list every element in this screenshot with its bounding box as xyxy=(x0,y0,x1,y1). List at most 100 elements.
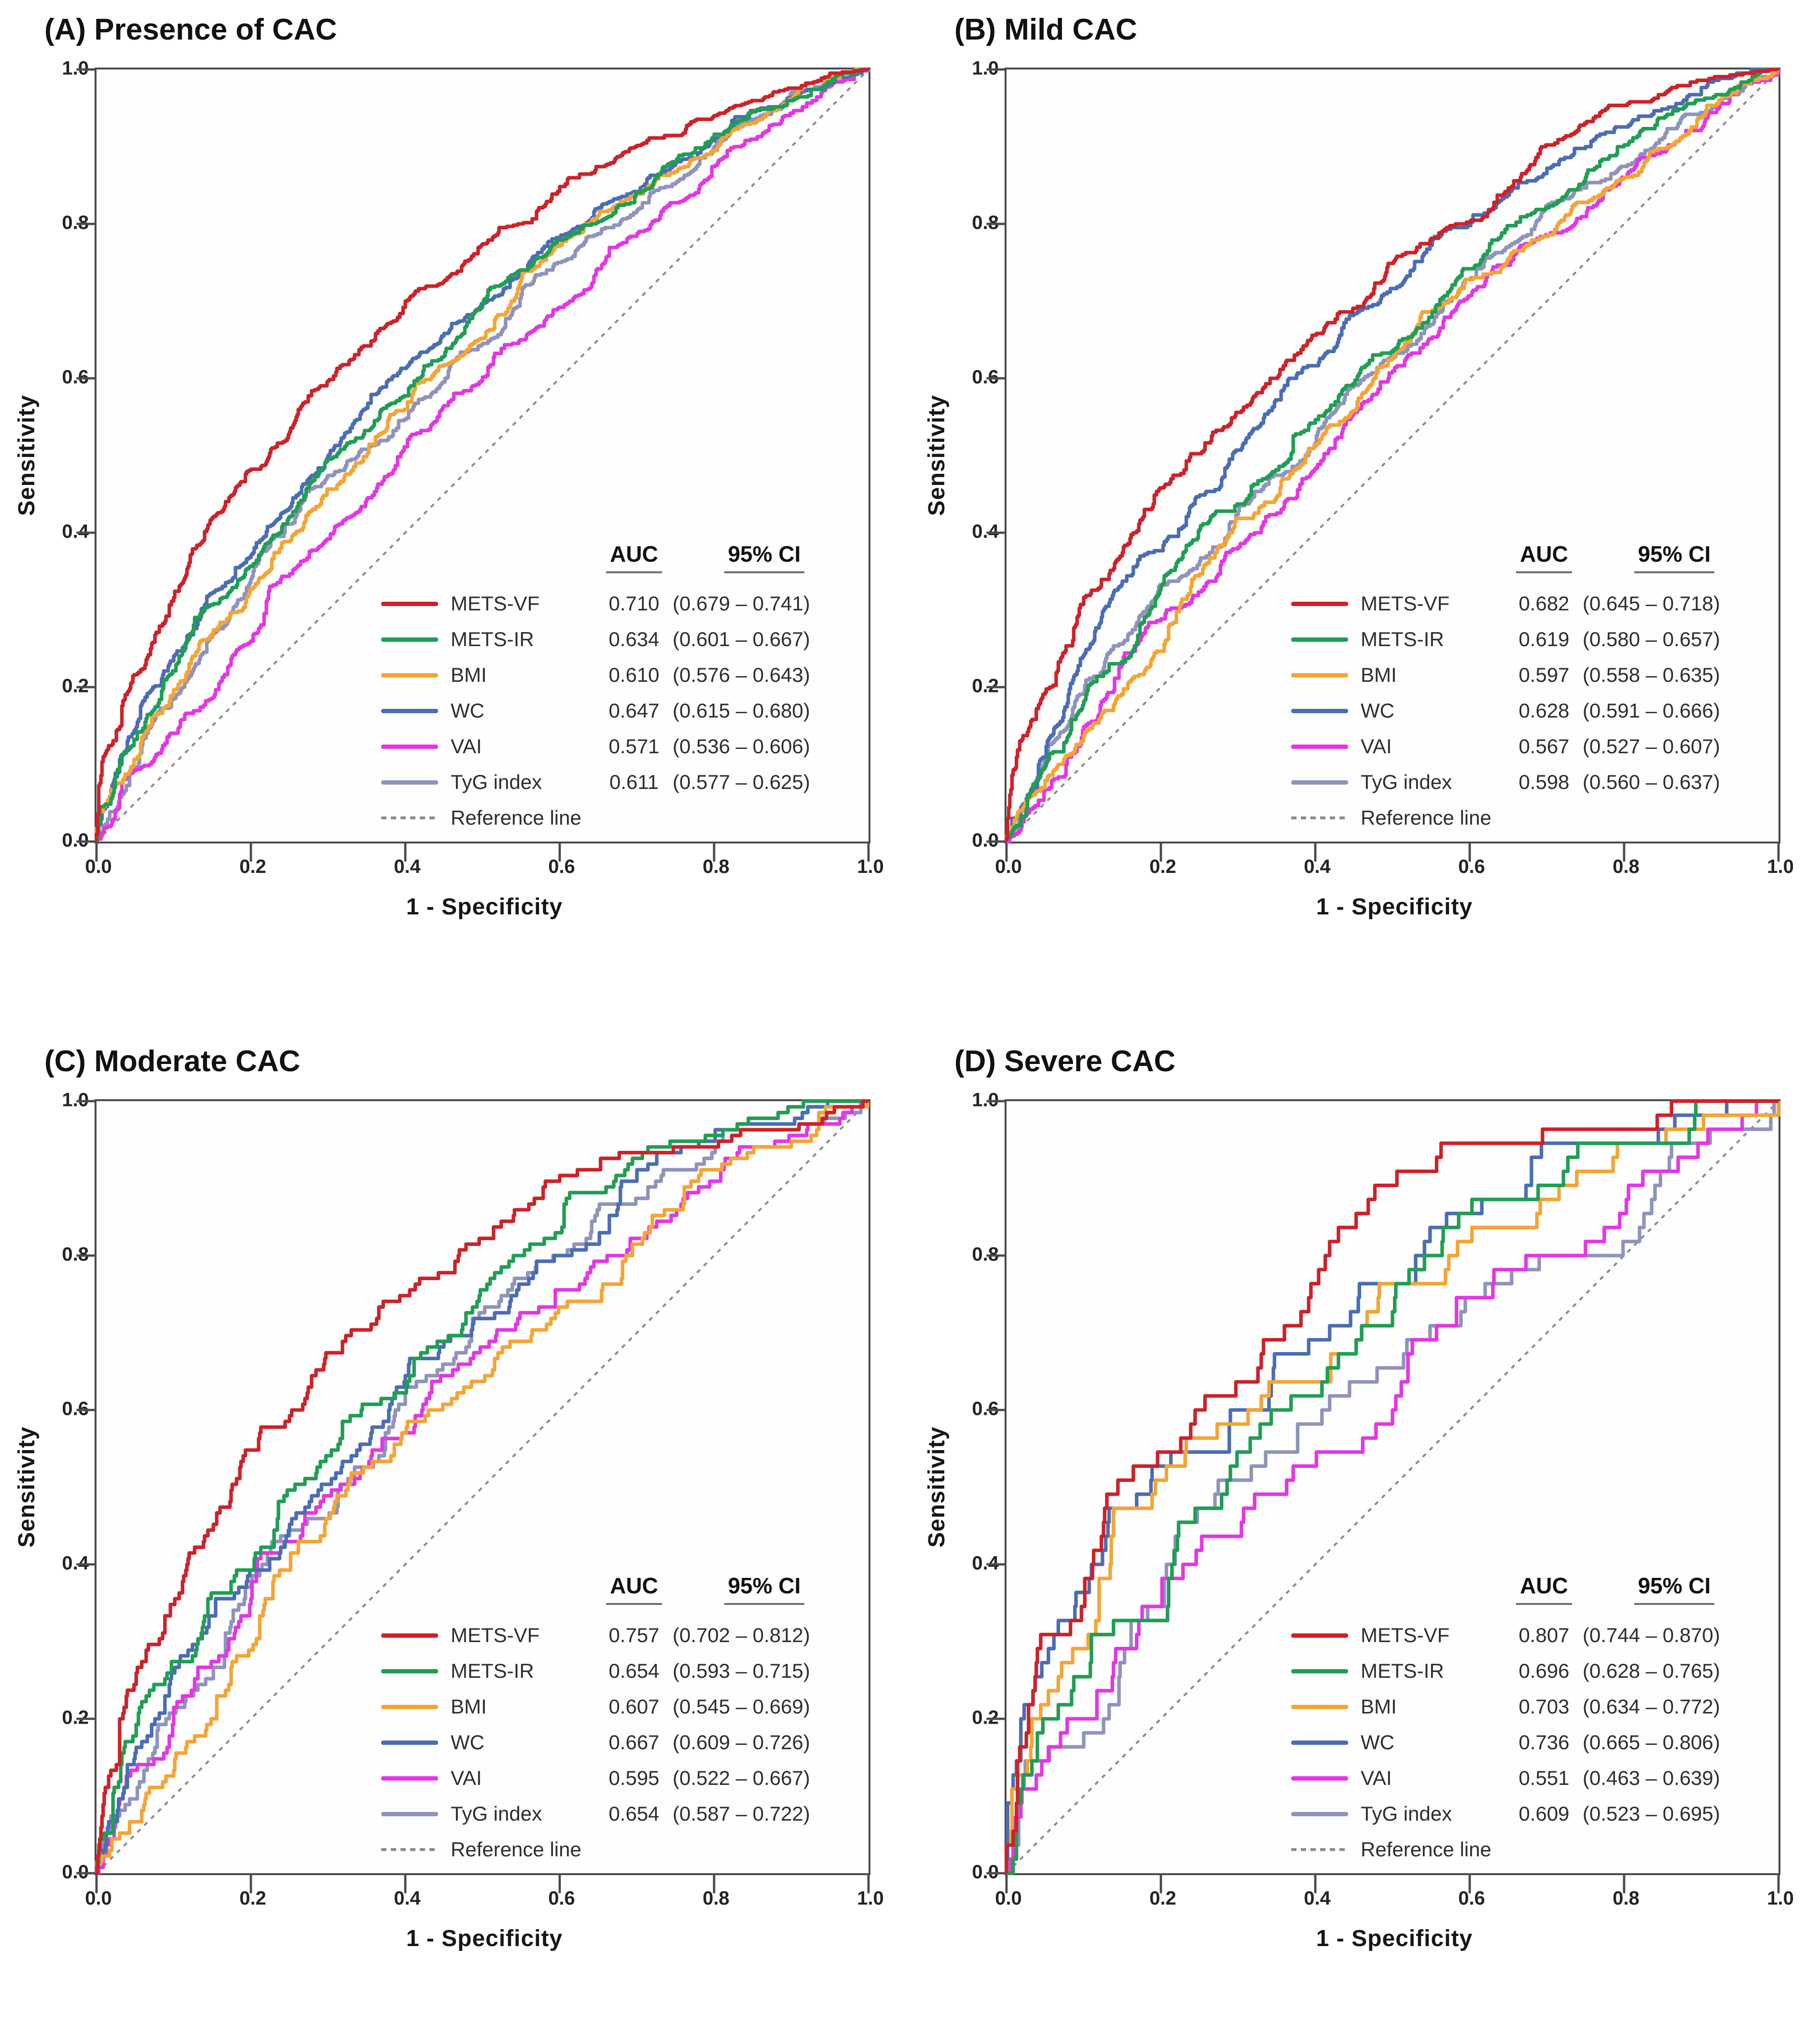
legend-series-name: Reference line xyxy=(1361,806,1491,829)
legend-swatch-vai xyxy=(1291,744,1348,749)
x-tick-label: 0.6 xyxy=(1458,856,1485,877)
panel-d-legend: AUC 95% CI METS-VF 0.807 (0.744 – 0.870) ME… xyxy=(1288,1570,1766,1867)
reference-line xyxy=(1006,1100,1779,1874)
legend-series-auc: 0.710 xyxy=(608,592,660,615)
legend-series-name: TyG index xyxy=(1361,771,1452,793)
x-tick-label: 0.0 xyxy=(85,1888,112,1909)
y-tick-label: 0.4 xyxy=(62,1552,89,1574)
x-tick-label: 1.0 xyxy=(1767,1888,1794,1909)
legend-row-reference-line: Reference line xyxy=(1288,1832,1766,1867)
y-tick-label: 0.2 xyxy=(62,675,89,697)
legend-header: AUC 95% CI xyxy=(1288,1570,1766,1617)
y-tick-label: 0.6 xyxy=(62,1398,89,1420)
legend-swatch-mets-ir xyxy=(381,1669,438,1673)
legend-header-auc: AUC xyxy=(1516,1573,1572,1605)
legend-series-name: WC xyxy=(1361,1731,1394,1754)
legend-row-wc: WC 0.628 (0.591 – 0.666) xyxy=(1288,693,1766,729)
legend-row-bmi: BMI 0.607 (0.545 – 0.669) xyxy=(378,1689,856,1725)
legend-row-bmi: BMI 0.597 (0.558 – 0.635) xyxy=(1288,657,1766,693)
legend-series-name: WC xyxy=(451,699,484,722)
y-tick-label: 0.8 xyxy=(972,212,999,234)
legend-swatch-bmi xyxy=(1291,1704,1348,1709)
roc-curve-vai xyxy=(1006,1099,1779,1875)
legend-series-auc: 0.807 xyxy=(1518,1624,1570,1646)
y-tick-label: 0.4 xyxy=(62,521,89,542)
legend-row-mets-vf: METS-VF 0.807 (0.744 – 0.870) xyxy=(1288,1617,1766,1653)
y-tick-label: 0.6 xyxy=(62,366,89,388)
panel-d: (D) Severe CAC Sensitivity 1.0 0.8 0.6 0.4 0… xyxy=(910,1015,1820,2031)
roc-curve-vai xyxy=(95,68,869,843)
panel-a-y-axis-label: Sensitivity xyxy=(14,395,40,516)
y-tick-label: 0.4 xyxy=(972,521,999,542)
panel-b-plot-wrap: Sensitivity 1.0 0.8 0.6 0.4 0.2 0.0 AUC 95% C… xyxy=(920,58,1820,862)
legend-swatch-wc xyxy=(381,708,438,713)
x-tick-label: 0.6 xyxy=(1458,1888,1485,1909)
roc-curve-mets-vf xyxy=(95,68,869,843)
legend-row-vai: VAI 0.567 (0.527 – 0.607) xyxy=(1288,729,1766,764)
legend-series-auc: 0.611 xyxy=(609,771,659,793)
legend-series-name: WC xyxy=(451,1731,484,1754)
x-tick-label: 0.6 xyxy=(548,856,575,877)
legend-series-name: Reference line xyxy=(1361,1838,1491,1861)
legend-series-auc: 0.619 xyxy=(1518,628,1570,650)
legend-series-ci: (0.527 – 0.607) xyxy=(1583,735,1720,758)
panel-b-plot-area: AUC 95% CI METS-VF 0.682 (0.645 – 0.718) ME… xyxy=(986,68,1780,862)
y-tick-label: 0.2 xyxy=(972,675,999,697)
legend-row-vai: VAI 0.571 (0.536 – 0.606) xyxy=(378,729,856,764)
legend-series-name: Reference line xyxy=(451,806,581,829)
legend-series-name: Reference line xyxy=(451,1838,581,1861)
legend-row-mets-vf: METS-VF 0.682 (0.645 – 0.718) xyxy=(1288,586,1766,622)
y-tick-label: 0.0 xyxy=(62,1861,89,1883)
legend-series-auc: 0.654 xyxy=(608,1802,660,1825)
legend-swatch-tyg-index xyxy=(381,780,438,785)
legend-series-ci: (0.702 – 0.812) xyxy=(673,1624,810,1646)
y-tick-label: 1.0 xyxy=(972,1089,999,1111)
y-tick-label: 1.0 xyxy=(62,57,89,79)
legend-swatch-mets-ir xyxy=(1291,637,1348,642)
x-tick-label: 0.2 xyxy=(239,856,266,877)
legend-series-ci: (0.545 – 0.669) xyxy=(673,1695,810,1718)
legend-swatch-reference-line xyxy=(381,1848,438,1851)
legend-series-auc: 0.551 xyxy=(1518,1767,1570,1789)
legend-series-ci: (0.576 – 0.643) xyxy=(673,663,810,686)
panel-a-plot-wrap: Sensitivity 1.0 0.8 0.6 0.4 0.2 0.0 AUC 95% C… xyxy=(10,58,910,862)
legend-header-auc: AUC xyxy=(606,1573,662,1605)
y-tick-label: 0.0 xyxy=(972,1861,999,1883)
legend-header: AUC 95% CI xyxy=(1288,539,1766,586)
legend-swatch-mets-vf xyxy=(381,601,438,606)
roc-curve-mets-vf xyxy=(1005,68,1779,842)
legend-row-mets-vf: METS-VF 0.757 (0.702 – 0.812) xyxy=(378,1617,856,1653)
legend-series-name: BMI xyxy=(451,663,487,686)
panel-b-y-axis-label: Sensitivity xyxy=(924,395,950,516)
legend-row-tyg-index: TyG index 0.611 (0.577 – 0.625) xyxy=(378,764,856,800)
legend-series-auc: 0.634 xyxy=(608,628,660,650)
legend-series-auc: 0.647 xyxy=(608,699,660,722)
reference-line xyxy=(96,1100,869,1874)
legend-header-auc: AUC xyxy=(1516,541,1572,573)
legend-series-auc: 0.654 xyxy=(608,1659,660,1682)
legend-swatch-tyg-index xyxy=(1291,1811,1348,1816)
panel-a-plot-area: AUC 95% CI METS-VF 0.710 (0.679 – 0.741) ME… xyxy=(76,68,870,862)
x-tick-label: 0.8 xyxy=(1613,1888,1640,1909)
legend-series-ci: (0.593 – 0.715) xyxy=(673,1659,810,1682)
legend-row-mets-ir: METS-IR 0.619 (0.580 – 0.657) xyxy=(1288,622,1766,657)
legend-header-auc: AUC xyxy=(606,541,662,573)
panel-b-x-axis-ticks: 0.0 0.2 0.4 0.6 0.8 1.0 xyxy=(995,847,1794,879)
legend-swatch-bmi xyxy=(381,1704,438,1709)
panel-a-roc-plot xyxy=(76,68,870,862)
legend-row-wc: WC 0.647 (0.615 – 0.680) xyxy=(378,693,856,729)
panel-c-roc-plot xyxy=(76,1099,870,1893)
roc-curve-mets-vf xyxy=(96,1099,869,1875)
legend-series-name: TyG index xyxy=(1361,1802,1452,1825)
legend-row-tyg-index: TyG index 0.598 (0.560 – 0.637) xyxy=(1288,764,1766,800)
panel-b-roc-plot xyxy=(986,68,1780,862)
legend-row-reference-line: Reference line xyxy=(378,1832,856,1867)
y-tick-label: 0.4 xyxy=(972,1552,999,1574)
legend-series-name: METS-IR xyxy=(451,1659,534,1682)
panel-d-plot-wrap: Sensitivity 1.0 0.8 0.6 0.4 0.2 0.0 AUC 95% C… xyxy=(920,1090,1820,1893)
legend-series-ci: (0.577 – 0.625) xyxy=(673,771,810,793)
legend-row-vai: VAI 0.595 (0.522 – 0.667) xyxy=(378,1760,856,1796)
y-tick-label: 0.0 xyxy=(972,829,999,851)
panel-a-legend: AUC 95% CI METS-VF 0.710 (0.679 – 0.741) ME… xyxy=(378,539,856,836)
reference-line xyxy=(1006,69,1779,843)
